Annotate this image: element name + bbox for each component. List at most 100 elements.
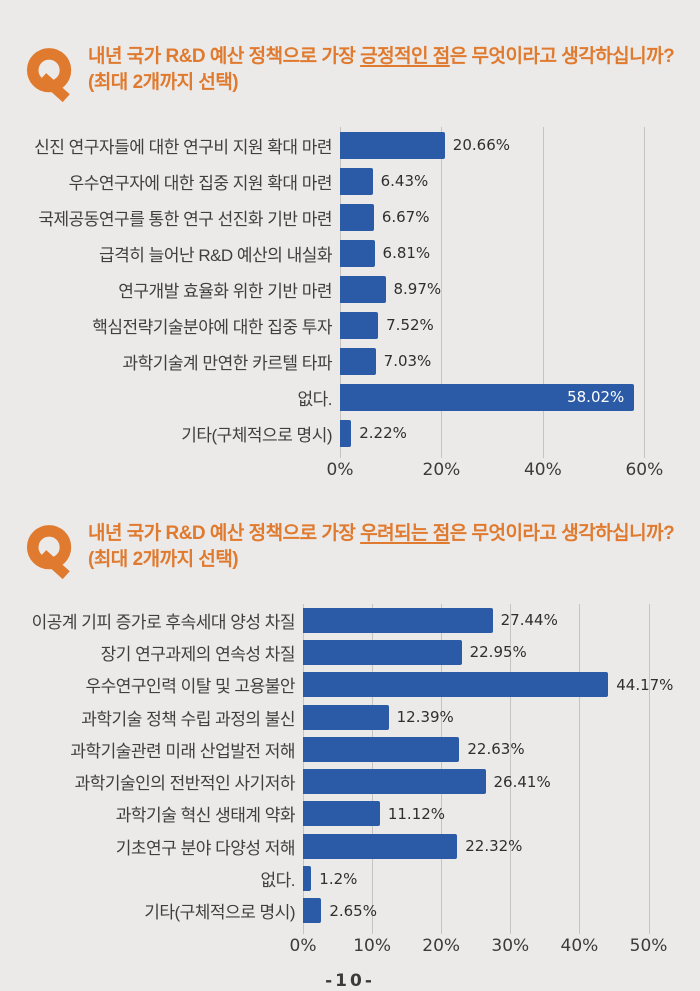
category-label: 급격히 늘어난 R&D 예산의 내실화 [99, 245, 332, 265]
bar-track: 44.17% [303, 669, 690, 701]
question-q-icon [26, 46, 76, 109]
bar-track: 6.43% [340, 163, 690, 199]
bar-track: 27.44% [303, 604, 690, 636]
question-header: 내년 국가 R&D 예산 정책으로 가장 우려되는 점은 무엇이라고 생각하십니… [26, 521, 690, 586]
question-header: 내년 국가 R&D 예산 정책으로 가장 긍정적인 점은 무엇이라고 생각하십니… [26, 44, 690, 109]
bar [303, 898, 322, 924]
value-label: 2.65% [329, 901, 377, 920]
bar-track: 7.03% [340, 343, 690, 379]
value-label: 44.17% [616, 675, 674, 694]
category-label: 과학기술인의 전반적인 사기저하 [74, 774, 296, 794]
chart-row: 국제공동연구를 통한 연구 선진화 기반 마련 6.67% [10, 199, 690, 235]
x-tick-label: 0% [326, 460, 354, 480]
bar-track: 7.52% [340, 307, 690, 343]
chart-row: 기타(구체적으로 명시) 2.22% [10, 415, 690, 451]
chart-row: 핵심전략기술분야에 대한 집중 투자 7.52% [10, 307, 690, 343]
x-tick-label: 20% [422, 460, 461, 480]
value-label: 11.12% [387, 804, 446, 823]
bar: 58.02% [340, 383, 635, 411]
bar [303, 672, 609, 698]
category-label: 장기 연구과제의 연속성 차질 [100, 644, 296, 664]
survey-results-page: 내년 국가 R&D 예산 정책으로 가장 긍정적인 점은 무엇이라고 생각하십니… [10, 0, 690, 991]
value-label: 7.03% [383, 352, 432, 370]
page-number: -10- [325, 970, 375, 991]
category-label: 신진 연구자들에 대한 연구비 지원 확대 마련 [34, 137, 332, 157]
bar [340, 167, 373, 195]
bar-track: 22.95% [303, 636, 690, 668]
x-axis: 0% 20% 40% 60% [327, 451, 690, 483]
category-label: 이공계 기피 증가로 후속세대 양성 차질 [31, 612, 296, 632]
chart-row: 급격히 늘어난 R&D 예산의 내실화 6.81% [10, 235, 690, 271]
chart-concern-points: 내년 국가 R&D 예산 정책으로 가장 우려되는 점은 무엇이라고 생각하십니… [10, 521, 690, 959]
category-label: 과학기술관련 미래 산업발전 저해 [70, 741, 295, 761]
x-tick-label: 40% [560, 935, 599, 956]
value-label: 2.22% [359, 424, 407, 442]
category-label: 우수연구인력 이탈 및 고용불안 [85, 677, 296, 697]
chart-row: 과학기술계 만연한 카르텔 타파 7.03% [10, 343, 690, 379]
bar [303, 704, 389, 730]
bar-track: 6.81% [340, 235, 690, 271]
x-tick-label: 40% [523, 460, 562, 480]
value-label: 26.41% [493, 772, 551, 791]
value-label: 6.67% [381, 208, 430, 226]
bar-track: 6.67% [340, 199, 690, 235]
bar [303, 769, 486, 795]
bar [340, 347, 376, 375]
bar-track: 8.97% [340, 271, 690, 307]
value-label: 7.52% [386, 316, 434, 334]
chart-row: 우수연구인력 이탈 및 고용불안 44.17% [10, 669, 690, 701]
category-label: 기초연구 분야 다양성 저해 [115, 838, 296, 858]
question-text-prefix: 내년 국가 R&D 예산 정책으로 가장 [88, 46, 361, 67]
x-tick-label: 50% [629, 935, 668, 956]
chart-row: 이공계 기피 증가로 후속세대 양성 차질 27.44% [10, 604, 690, 636]
bar [303, 833, 458, 859]
category-label: 과학기술 정책 수립 과정의 불신 [81, 709, 295, 729]
question-title: 내년 국가 R&D 예산 정책으로 가장 우려되는 점은 무엇이라고 생각하십니… [88, 521, 675, 573]
bar [303, 801, 380, 827]
bar-track: 22.63% [303, 733, 690, 765]
value-label: 8.97% [393, 280, 442, 298]
question-text-suffix: 은 무엇이라고 생각하십니까? [449, 523, 675, 544]
chart-row: 과학기술 혁신 생태계 약화 11.12% [10, 798, 690, 830]
value-label: 6.43% [380, 172, 429, 190]
chart-row: 장기 연구과제의 연속성 차질 22.95% [10, 636, 690, 668]
value-label: 22.95% [469, 643, 527, 662]
question-text-underlined: 우려되는 점 [360, 523, 450, 544]
question-subtitle: (최대 2개까지 선택) [88, 72, 239, 93]
chart-rows: 신진 연구자들에 대한 연구비 지원 확대 마련 20.66% 우수연구자에 대한 … [10, 127, 690, 458]
bar [303, 736, 460, 762]
category-label: 과학기술 혁신 생태계 약화 [115, 806, 296, 826]
category-label: 연구개발 효율화 위한 기반 마련 [118, 281, 332, 301]
bar-track: 2.65% [303, 895, 690, 927]
value-label: 20.66% [452, 136, 510, 154]
category-label: 기타(구체적으로 명시) [181, 425, 332, 445]
x-tick-label: 60% [625, 460, 664, 480]
category-label: 없다. [297, 389, 332, 409]
question-title: 내년 국가 R&D 예산 정책으로 가장 긍정적인 점은 무엇이라고 생각하십니… [88, 44, 675, 96]
bar [303, 866, 312, 892]
category-label: 국제공동연구를 통한 연구 선진화 기반 마련 [38, 209, 332, 229]
bar [340, 419, 352, 447]
bar [340, 239, 375, 267]
value-label: 22.63% [467, 740, 525, 759]
chart-row: 과학기술인의 전반적인 사기저하 26.41% [10, 765, 690, 797]
category-label: 기타(구체적으로 명시) [144, 903, 295, 923]
x-tick-label: 20% [422, 935, 461, 956]
value-label: 27.44% [500, 611, 558, 630]
bar-track: 26.41% [303, 765, 690, 797]
value-label: 58.02% [567, 388, 625, 406]
category-label: 과학기술계 만연한 카르텔 타파 [122, 353, 333, 373]
bar-track: 22.32% [303, 830, 690, 862]
question-q-icon [26, 523, 76, 586]
chart-row: 기타(구체적으로 명시) 2.65% [10, 895, 690, 927]
bar-track: 20.66% [340, 127, 690, 163]
x-axis: 0% 10% 20% 30% 40% 50% [290, 927, 690, 959]
chart-row: 없다. 1.2% [10, 862, 690, 894]
value-label: 1.2% [319, 869, 358, 888]
category-label: 우수연구자에 대한 집중 지원 확대 마련 [68, 173, 333, 193]
bar-track: 2.22% [340, 415, 690, 451]
bar-track: 1.2% [303, 862, 690, 894]
value-label: 6.81% [382, 244, 431, 262]
bar [340, 131, 445, 159]
chart-row: 기초연구 분야 다양성 저해 22.32% [10, 830, 690, 862]
